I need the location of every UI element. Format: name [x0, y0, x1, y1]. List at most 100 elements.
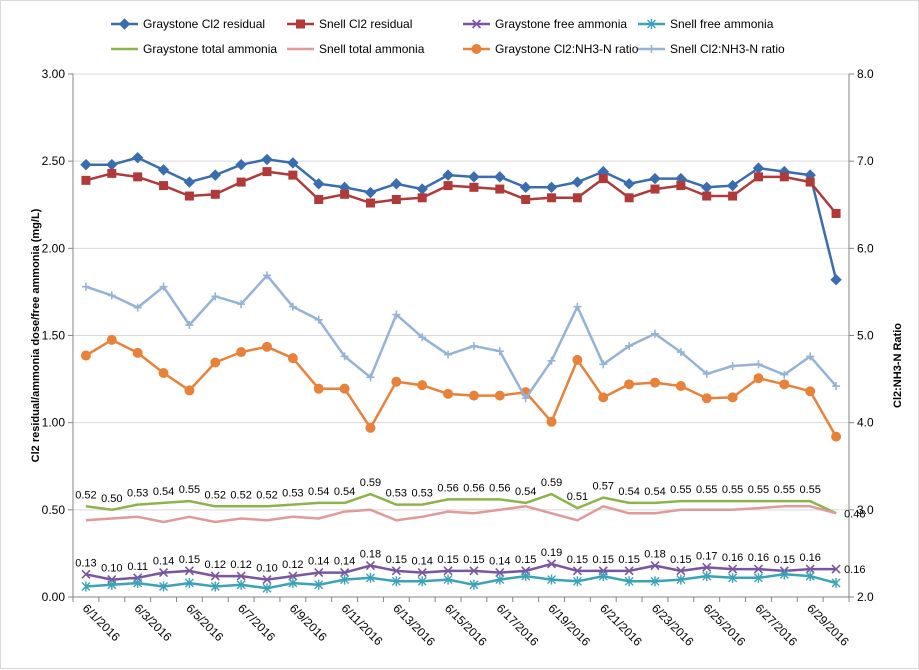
data-label: 0.14: [411, 556, 432, 568]
data-point: [81, 569, 91, 579]
series-graystone-cl2-nh3-n-ratio: [80, 334, 842, 442]
data-point: [521, 571, 531, 582]
data-point: [209, 169, 221, 181]
data-point: [262, 341, 272, 352]
data-point: [495, 574, 505, 585]
data-point: [676, 348, 685, 357]
data-point: [184, 578, 194, 589]
data-label: 0.10: [101, 563, 122, 575]
x-tick-label: 6/27/2016: [752, 601, 800, 649]
data-label: 0.15: [567, 554, 588, 566]
series-graystone-cl2-residual: [80, 151, 842, 286]
x-tick-label: 6/21/2016: [597, 601, 645, 649]
data-label: 0.12: [282, 559, 303, 571]
data-point: [313, 178, 325, 190]
data-point: [495, 568, 505, 578]
data-label: 0.15: [515, 554, 536, 566]
data-point: [237, 300, 246, 309]
data-point: [159, 581, 169, 592]
data-point: [365, 561, 376, 571]
data-point: [805, 564, 815, 574]
data-point: [831, 578, 841, 589]
series-line: [85, 505, 837, 524]
data-label: 0.11: [127, 561, 148, 573]
data-point: [831, 431, 842, 442]
data-point: [675, 381, 686, 392]
y-tick-label: 2.00: [42, 241, 66, 255]
series-graystone-total-ammonia: [85, 492, 837, 515]
legend-item: Snell Cl2:NH3-N ratio: [638, 42, 785, 56]
data-point: [210, 357, 221, 368]
data-label: 0.14: [153, 556, 174, 568]
data-point: [288, 571, 298, 581]
data-point: [728, 564, 738, 574]
x-tick-label: 6/9/2016: [287, 601, 330, 644]
legend-item: Snell Cl2 residual: [287, 17, 412, 31]
data-point: [133, 172, 143, 182]
x-tick-label: 6/11/2016: [338, 601, 385, 648]
data-point: [676, 181, 686, 191]
data-point: [469, 566, 479, 576]
data-point: [702, 369, 711, 378]
data-point: [158, 568, 169, 578]
data-point: [650, 561, 660, 571]
data-label: 0.15: [774, 554, 795, 566]
data-point: [623, 178, 635, 190]
data-point: [107, 291, 116, 300]
data-point: [779, 172, 789, 182]
data-label: 0.50: [101, 493, 122, 505]
legend: Graystone Cl2 residual Snell Cl2 residual…: [111, 17, 785, 56]
data-point: [339, 383, 350, 394]
data-label: 0.15: [463, 554, 484, 566]
data-point: [521, 195, 531, 205]
data-label: 0.14: [334, 556, 355, 568]
data-point: [417, 193, 427, 203]
y2-tick-label: 7.0: [857, 154, 874, 168]
data-point: [702, 571, 712, 582]
x-tick-label: 6/1/2016: [80, 601, 123, 644]
data-label: 0.48: [844, 508, 865, 520]
data-point: [210, 571, 220, 581]
series-line: [85, 492, 837, 515]
series-snell-free-ammonia: [81, 569, 841, 594]
data-label: 0.56: [489, 482, 510, 494]
data-label: 0.54: [515, 486, 536, 498]
data-label: 0.19: [541, 547, 562, 559]
data-label: 0.59: [541, 477, 562, 489]
series-line: [85, 170, 838, 215]
data-point: [314, 568, 324, 578]
data-point: [365, 198, 375, 208]
y-tick-label: 3.00: [42, 67, 66, 81]
data-point: [81, 581, 91, 592]
data-point: [288, 170, 298, 180]
data-point: [468, 390, 479, 401]
data-label: 0.55: [670, 484, 691, 496]
data-label: 0.59: [360, 477, 381, 489]
data-point: [806, 352, 815, 361]
data-point: [314, 195, 324, 205]
series-snell-cl2-nh3-n-ratio: [81, 271, 841, 403]
data-label: 0.55: [722, 484, 743, 496]
data-label: 0.16: [844, 564, 865, 576]
gridlines: [68, 73, 849, 598]
data-point: [831, 564, 841, 574]
data-labels: 0.13 0.10 0.11 0.14 0.15 0.12 0.12 0.10 0.12 0.14…: [75, 547, 865, 576]
data-point: [296, 19, 305, 29]
data-point: [701, 181, 713, 194]
data-point: [676, 574, 686, 585]
data-label: 0.54: [644, 486, 665, 498]
data-point: [647, 45, 656, 53]
data-point: [780, 370, 789, 379]
data-point: [417, 380, 428, 391]
data-point: [106, 334, 117, 345]
legend-label: Graystone Cl2:NH3-N ratio: [495, 42, 639, 56]
data-point: [753, 172, 763, 182]
data-label: 0.55: [696, 484, 717, 496]
legend-label: Graystone total ammonia: [143, 42, 277, 56]
data-point: [391, 566, 401, 576]
data-label: 0.17: [696, 550, 717, 562]
data-point: [184, 385, 195, 396]
data-point: [572, 354, 583, 365]
data-point: [471, 44, 482, 54]
data-point: [185, 321, 194, 330]
